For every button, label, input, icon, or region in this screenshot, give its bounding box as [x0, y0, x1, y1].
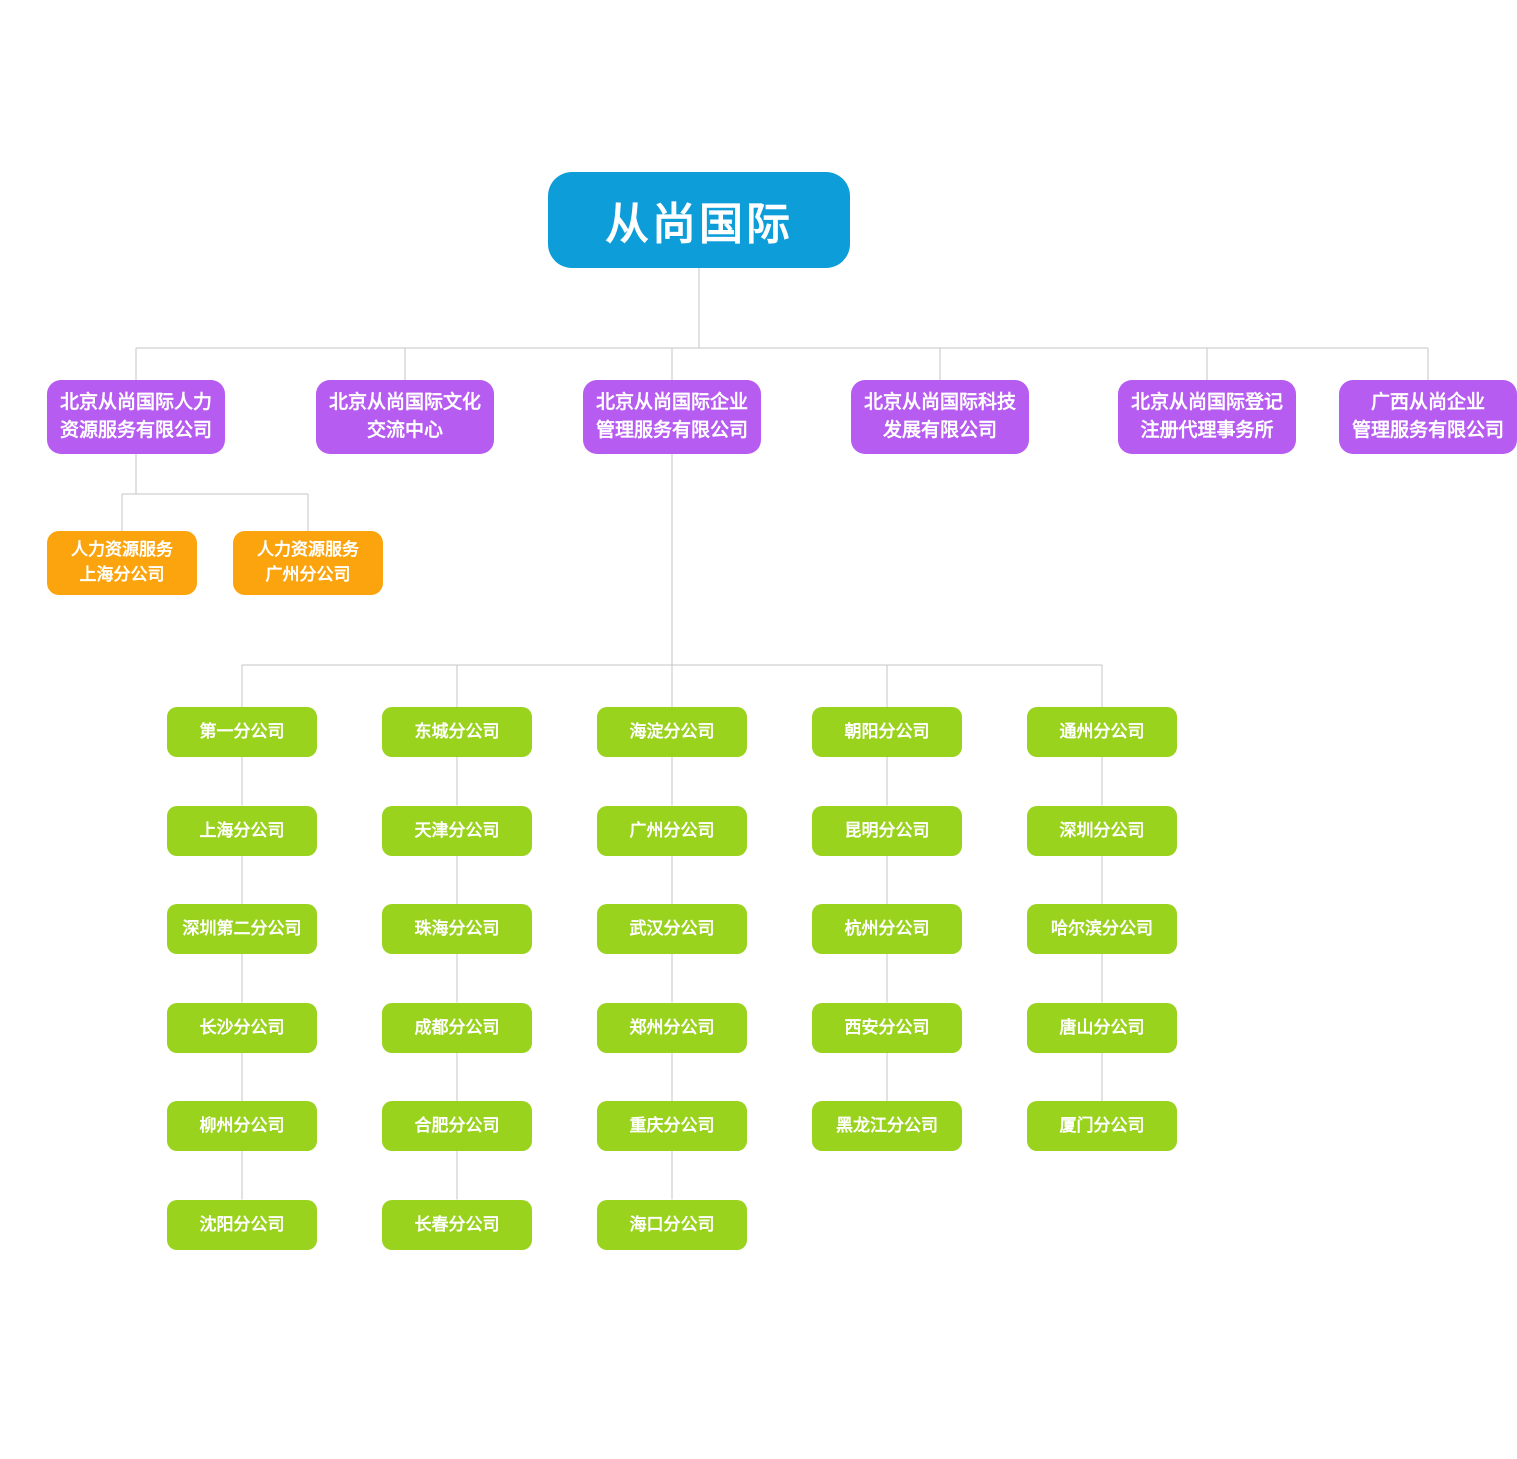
- org-node-label: 北京从尚国际文化: [328, 391, 481, 413]
- org-node-city-branch: 深圳分公司: [1027, 805, 1177, 856]
- org-node-city-branch: 昆明分公司: [812, 805, 962, 856]
- org-node-city-branch: 杭州分公司: [812, 904, 962, 954]
- org-node-label: 黑龙江分公司: [836, 1116, 938, 1136]
- org-node-label: 合肥分公司: [414, 1116, 500, 1136]
- org-node-label: 北京从尚国际人力: [59, 391, 212, 413]
- org-node-label: 天津分公司: [414, 820, 500, 840]
- org-node-label: 广州分公司: [629, 820, 715, 840]
- org-node-city-branch: 合肥分公司: [382, 1101, 532, 1151]
- org-node-subsidiary: 北京从尚国际企业 管理服务有限公司: [583, 380, 761, 454]
- org-node-label: 海淀分公司: [629, 722, 715, 742]
- org-node-label: 重庆分公司: [629, 1116, 715, 1136]
- org-node-city-branch: 成都分公司: [382, 1002, 532, 1053]
- org-node-city-branch: 上海分公司: [167, 805, 317, 856]
- org-node-label: 昆明分公司: [844, 820, 930, 840]
- org-node-label: 柳州分公司: [199, 1116, 285, 1136]
- org-node-label: 长春分公司: [414, 1214, 500, 1234]
- org-node-label: 广西从尚企业: [1370, 391, 1485, 413]
- org-node-city-branch: 珠海分公司: [382, 904, 532, 954]
- org-node-city-branch: 唐山分公司: [1027, 1002, 1177, 1053]
- org-node-label: 广州分公司: [265, 565, 351, 584]
- org-node-hr-branch: 人力资源服务 广州分公司: [233, 531, 383, 595]
- org-node-label: 北京从尚国际登记: [1130, 391, 1283, 413]
- org-node-label: 成都分公司: [414, 1017, 500, 1037]
- org-node-label: 唐山分公司: [1059, 1017, 1145, 1037]
- org-node-city-branch: 柳州分公司: [167, 1101, 317, 1151]
- org-node-label: 武汉分公司: [629, 919, 715, 939]
- org-node-label: 朝阳分公司: [844, 722, 930, 742]
- org-node-label: 上海分公司: [79, 565, 165, 584]
- org-node-root: 从尚国际: [548, 172, 850, 268]
- org-node-label: 管理服务有限公司: [595, 420, 748, 441]
- org-node-label: 哈尔滨分公司: [1051, 919, 1153, 939]
- org-node-city-branch: 长春分公司: [382, 1199, 532, 1250]
- org-node-label: 沈阳分公司: [199, 1214, 285, 1234]
- org-node-city-branch: 厦门分公司: [1027, 1101, 1177, 1151]
- org-node-label: 通州分公司: [1059, 722, 1145, 742]
- org-node-label: 交流中心: [366, 420, 443, 441]
- org-node-city-branch: 广州分公司: [597, 805, 747, 856]
- org-node-city-branch: 东城分公司: [382, 707, 532, 757]
- org-node-label: 资源服务有限公司: [59, 420, 212, 441]
- org-node-label: 东城分公司: [414, 722, 500, 742]
- org-node-city-branch: 海口分公司: [597, 1199, 747, 1250]
- org-node-label: 海口分公司: [629, 1214, 715, 1234]
- org-node-subsidiary: 广西从尚企业 管理服务有限公司: [1339, 380, 1517, 454]
- org-node-label: 北京从尚国际企业: [595, 391, 748, 413]
- org-node-subsidiary: 北京从尚国际人力 资源服务有限公司: [47, 380, 225, 454]
- org-node-subsidiary: 北京从尚国际文化 交流中心: [316, 380, 494, 454]
- org-node-city-branch: 深圳第二分公司: [167, 904, 317, 954]
- org-node-city-branch: 西安分公司: [812, 1002, 962, 1053]
- org-node-city-branch: 天津分公司: [382, 805, 532, 856]
- org-node-label: 上海分公司: [199, 820, 285, 840]
- org-node-label: 西安分公司: [844, 1017, 930, 1037]
- org-node-label: 珠海分公司: [414, 919, 500, 939]
- org-node-label: 厦门分公司: [1059, 1116, 1145, 1136]
- org-node-subsidiary: 北京从尚国际科技 发展有限公司: [851, 380, 1029, 454]
- org-node-label: 杭州分公司: [844, 919, 930, 939]
- org-node-label: 发展有限公司: [882, 420, 997, 441]
- org-node-label: 第一分公司: [199, 722, 285, 742]
- org-node-label: 人力资源服务: [71, 540, 173, 560]
- org-node-city-branch: 武汉分公司: [597, 904, 747, 954]
- org-node-label: 管理服务有限公司: [1351, 420, 1504, 441]
- org-node-label: 长沙分公司: [199, 1017, 285, 1037]
- org-node-label: 人力资源服务: [257, 540, 359, 560]
- org-node-city-branch: 郑州分公司: [597, 1002, 747, 1053]
- org-node-label: 深圳第二分公司: [182, 919, 302, 939]
- org-node-city-branch: 重庆分公司: [597, 1101, 747, 1151]
- org-node-label: 郑州分公司: [629, 1017, 715, 1037]
- org-node-label: 深圳分公司: [1059, 820, 1145, 840]
- org-node-city-branch: 朝阳分公司: [812, 707, 962, 757]
- org-node-city-branch: 海淀分公司: [597, 707, 747, 757]
- org-node-subsidiary: 北京从尚国际登记 注册代理事务所: [1118, 380, 1296, 454]
- org-node-city-branch: 第一分公司: [167, 707, 317, 757]
- org-node-hr-branch: 人力资源服务 上海分公司: [47, 531, 197, 595]
- org-node-label: 北京从尚国际科技: [863, 391, 1016, 413]
- org-node-city-branch: 黑龙江分公司: [812, 1101, 962, 1151]
- org-node-city-branch: 通州分公司: [1027, 707, 1177, 757]
- org-node-city-branch: 哈尔滨分公司: [1027, 904, 1177, 954]
- org-node-city-branch: 沈阳分公司: [167, 1199, 317, 1250]
- org-node-label: 注册代理事务所: [1140, 420, 1274, 441]
- org-node-city-branch: 长沙分公司: [167, 1002, 317, 1053]
